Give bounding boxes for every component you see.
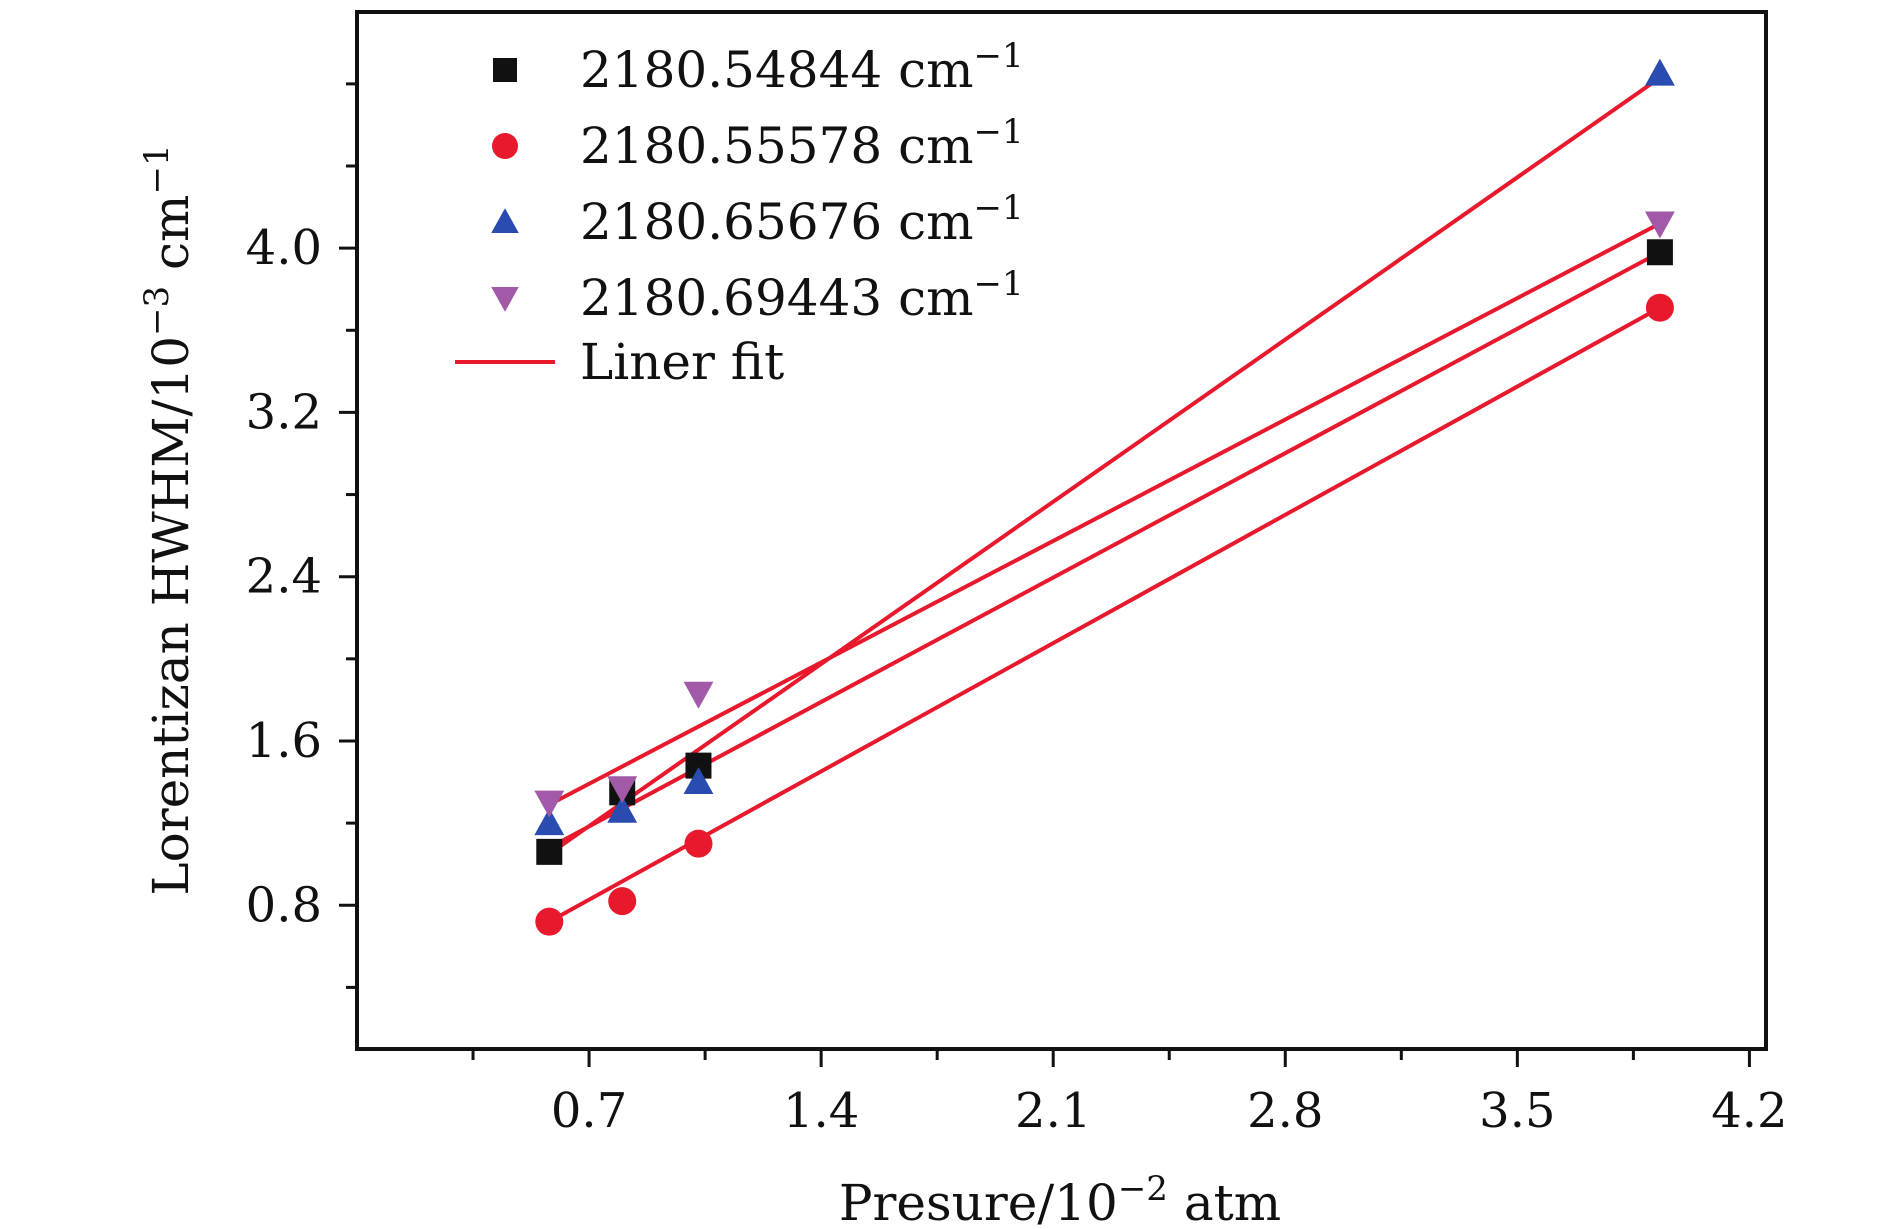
y-tick-label: 4.0	[246, 220, 322, 276]
legend-label: 2180.65676 cm−1	[580, 188, 1024, 251]
fit-line	[548, 76, 1662, 856]
data-point	[536, 838, 563, 865]
x-tick-label: 4.2	[1711, 1083, 1787, 1139]
legend-marker	[493, 58, 517, 82]
x-tick-label: 1.4	[783, 1083, 859, 1139]
plot-frame	[355, 10, 1768, 1051]
legend-label: 2180.54844 cm−1	[580, 36, 1024, 99]
data-point	[608, 887, 637, 916]
legend-fit-label: Liner fit	[580, 333, 784, 391]
x-tick-label: 2.8	[1247, 1083, 1323, 1139]
y-axis-label: Lorentizan HWHM/10−3 cm−1	[137, 144, 200, 895]
y-tick-label: 0.8	[246, 877, 322, 933]
x-tick-label: 2.1	[1015, 1083, 1091, 1139]
data-point	[1644, 58, 1675, 86]
data-markers	[534, 58, 1675, 936]
fit-line	[548, 250, 1661, 850]
data-point	[684, 829, 713, 858]
fit-line	[548, 221, 1661, 807]
data-point	[1645, 293, 1674, 322]
x-tick-label: 3.5	[1479, 1083, 1555, 1139]
fit-lines	[548, 76, 1662, 924]
data-point	[534, 808, 565, 836]
data-point	[683, 681, 714, 709]
y-axis: 0.8 1.6 2.4 3.2 4.0	[246, 82, 357, 989]
y-tick-label: 1.6	[246, 713, 322, 769]
legend-marker	[491, 286, 519, 312]
data-point	[607, 776, 638, 804]
data-point	[1646, 239, 1673, 266]
legend-marker	[491, 208, 519, 234]
legend-label: 2180.55578 cm−1	[580, 112, 1024, 175]
x-axis-label: Presure/10−2 atm	[839, 1169, 1281, 1229]
y-tick-label: 2.4	[246, 549, 322, 605]
data-point	[1644, 211, 1675, 239]
fit-line	[548, 305, 1661, 924]
data-point	[535, 907, 564, 936]
data-point	[534, 790, 565, 818]
legend-label: 2180.69443 cm−1	[580, 264, 1024, 327]
x-tick-label: 0.7	[551, 1083, 627, 1139]
y-tick-label: 3.2	[246, 384, 322, 440]
legend-marker	[492, 133, 518, 159]
data-point	[683, 767, 714, 795]
legend: 2180.54844 cm−1 2180.55578 cm−1 2180.65676…	[455, 36, 1024, 391]
x-axis: 0.7 1.4 2.1 2.8 3.5 4.2	[471, 1049, 1788, 1139]
data-point	[607, 795, 638, 823]
